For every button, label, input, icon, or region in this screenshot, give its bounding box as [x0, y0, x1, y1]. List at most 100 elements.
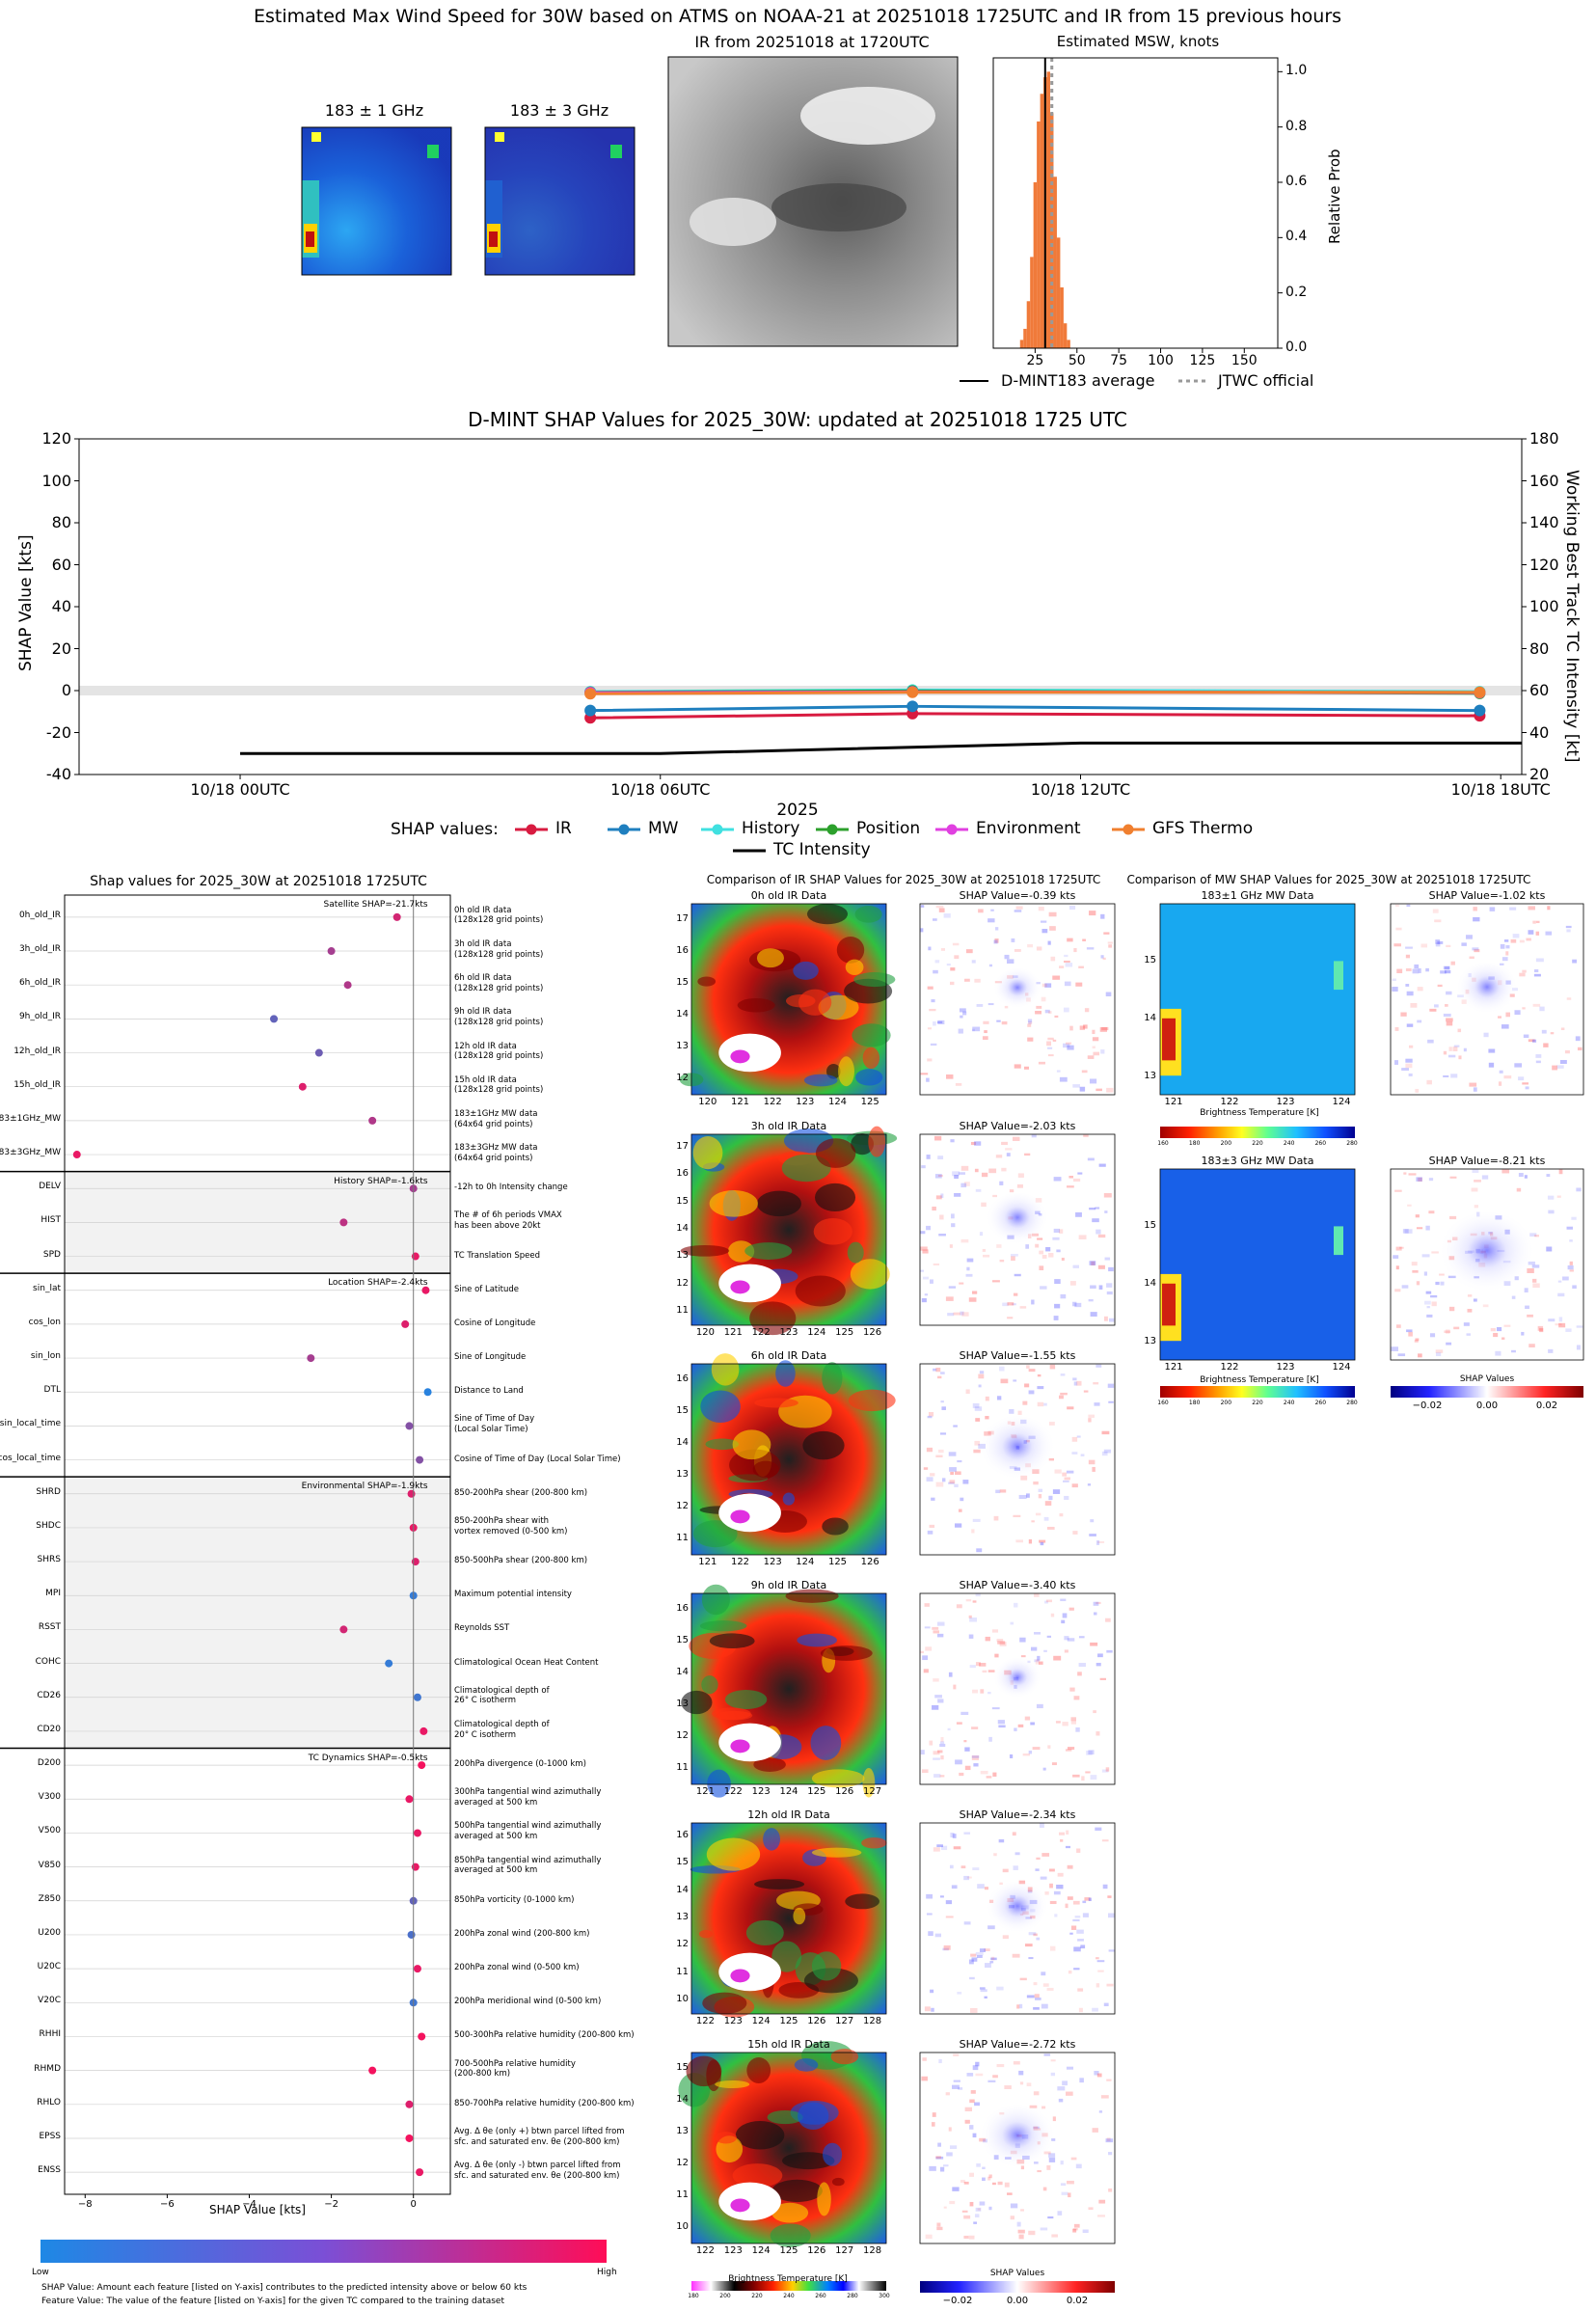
ir-shap-map-4-speck: [979, 1987, 986, 1990]
ir-shap-map-0-speck: [1092, 1037, 1099, 1042]
dotplot-feature-desc: The # of 6h periods VMAX has been above …: [454, 1210, 562, 1231]
ir-shap-map-5-speck: [1097, 2215, 1105, 2217]
legend-marker-ir: [526, 824, 537, 835]
mw-shap-map-0-speck: [1500, 943, 1505, 949]
ir-shap-map-3-speck: [973, 1763, 979, 1767]
ir-map-1-frame: [690, 1133, 887, 1326]
ir-shap-map-0-speck: [964, 978, 970, 982]
ir-shap-map-5-speck: [972, 2133, 977, 2138]
ir-shap-map-0-speck: [1047, 1054, 1054, 1057]
mw-shap-map-0-speck: [1406, 991, 1414, 996]
ir-shap-map-3-speck: [996, 1639, 1004, 1643]
ir-map-2-cloud: [782, 1492, 796, 1506]
dotplot-point-sin_lon: [307, 1354, 315, 1363]
ir-shap-map-5-speck: [952, 2084, 960, 2089]
mw-shap-map-1-speck: [1546, 1174, 1551, 1178]
mw3-thumb-ne-cell: [610, 145, 622, 158]
ir-shap-map-3-speck: [932, 1626, 939, 1630]
ir-shap-map-1-speck: [930, 1279, 933, 1284]
mw-shap-map-0-speck: [1522, 969, 1527, 973]
ir-shap-map-5-speck: [1057, 2086, 1066, 2091]
mw-shap-map-1-speck: [1399, 1246, 1404, 1249]
ir-xtick-label: 125: [860, 1097, 879, 1107]
ir-shap-map-1-speck: [921, 1165, 926, 1169]
ir-shap-map-4-speck: [1069, 1932, 1073, 1935]
ir-map-0-cloud: [798, 989, 832, 1016]
ir-shap-map-0-speck: [1059, 1076, 1068, 1082]
dotplot-point-COHC: [385, 1659, 393, 1668]
ir-map-4-cloud: [811, 1847, 862, 1858]
mw-map-1-bg: [1160, 1169, 1355, 1360]
ir-shap-map-0-speck: [933, 1020, 936, 1026]
mw-shap-map-0-speck: [1435, 939, 1441, 944]
msw-xtick-label: 150: [1231, 353, 1258, 368]
ir-xtick-label: 123: [751, 1786, 771, 1797]
ir-shap-map-0-speck: [950, 967, 956, 971]
ir-shap-map-1-speck: [958, 1172, 965, 1175]
dotplot-point-6h_old_IR: [343, 981, 352, 990]
ir-shap-map-1-speck: [1088, 1299, 1094, 1302]
ir-shap-map-0-speck: [965, 949, 973, 954]
ir-ytick-label: 17: [676, 1141, 689, 1153]
ir-shap-map-5-speck: [1050, 2059, 1056, 2062]
ir-shap-map-4-speck: [939, 1895, 944, 1898]
ir-shap-map-4-speck: [977, 1884, 985, 1889]
mw-shap-map-1-speck: [1524, 1288, 1528, 1292]
ir-shap-map-2-speck: [1107, 1383, 1115, 1388]
ir-shap-map-5-speck: [1051, 2234, 1058, 2238]
ir-shap-map-5-speck: [1018, 2070, 1024, 2076]
mw-shap-map-1-speck: [1532, 1283, 1540, 1289]
ir-shap-map-1-speck: [1077, 1172, 1083, 1175]
ir-map-2-cloud: [848, 1389, 896, 1412]
mw-shap-map-1-speck: [1562, 1276, 1569, 1281]
dotplot-feature-label: 183±3GHz_MW: [0, 1148, 61, 1158]
ir-shap-map-3-speck: [1077, 1672, 1082, 1676]
ir-shap-map-4-speck: [942, 1947, 949, 1951]
ir-row-title-1: 3h old IR Data: [750, 1120, 827, 1132]
ir-map-5-cloud: [830, 2049, 859, 2065]
ir-shap-map-5-speck: [997, 2181, 1003, 2186]
ir-shap-map-0-speck: [976, 1004, 984, 1007]
legend-label-ir: IR: [555, 819, 572, 838]
ir-shap-map-5-speck: [975, 2207, 982, 2212]
mw-shap-map-1-speck: [1527, 1314, 1533, 1318]
mw3-thumb-title: 183 ± 3 GHz: [509, 101, 609, 120]
ir-shap-map-3-speck: [1099, 1677, 1106, 1680]
ir-map-5-cloud: [771, 2179, 823, 2203]
mw-shap-map-0-speck: [1437, 940, 1444, 944]
ir-shap-map-4-speck: [1012, 1832, 1016, 1836]
ir-shap-map-2-speck: [978, 1373, 985, 1379]
ir-shap-map-3-frame: [919, 1592, 1116, 1785]
mw-shap-map-0-speck: [1503, 1075, 1512, 1079]
mw-shap-map-0-speck: [1446, 1020, 1453, 1026]
mw-shap-map-0-speck: [1448, 1047, 1452, 1051]
ir-map-4-cloud: [706, 1837, 761, 1871]
ir-shap-map-4-speck: [966, 1876, 972, 1879]
mw-shap-map-0-speck: [1410, 1002, 1418, 1008]
ir-shap-map-2-speck: [971, 1529, 975, 1534]
ir-shap-map-2-speck: [1067, 1406, 1074, 1410]
ir-shap-map-0-speck: [1044, 1009, 1050, 1014]
ir-shap-map-3-speck: [1065, 1749, 1072, 1752]
ir-shap-map-4-speck: [1103, 2002, 1109, 2007]
ir-map-0-cloud: [855, 1069, 883, 1086]
ir-xtick-label: 121: [695, 1786, 715, 1797]
ir-shap-map-1-speck: [1006, 1153, 1011, 1156]
ir-shap-map-5-speck: [1029, 2105, 1038, 2108]
ir-xtick-label: 122: [723, 1786, 743, 1797]
ir-xtick-label: 126: [835, 1786, 854, 1797]
ir-shap-map-1-speck: [933, 1263, 940, 1265]
dotplot-feature-desc: Avg. Δ θe (only +) btwn parcel lifted fr…: [454, 2126, 625, 2147]
ir-ytick-label: 16: [676, 1602, 689, 1614]
ir-map-2-cloud: [822, 1517, 849, 1536]
ir-shap-map-1-speck: [972, 1291, 978, 1294]
mw-shap-map-0-speck: [1525, 1086, 1529, 1090]
ir-shap-map-2-speck: [954, 1483, 959, 1487]
mw-shap-map-1-speck: [1411, 1262, 1418, 1266]
ir-shap-map-5-speck: [1106, 2137, 1111, 2142]
ir-shap-map-5-speck: [1004, 2182, 1010, 2188]
mw-shap-map-1-speck: [1397, 1353, 1406, 1357]
mw1-thumb-hot-cell: [306, 231, 314, 247]
dotplot-point-CD26: [413, 1693, 421, 1701]
